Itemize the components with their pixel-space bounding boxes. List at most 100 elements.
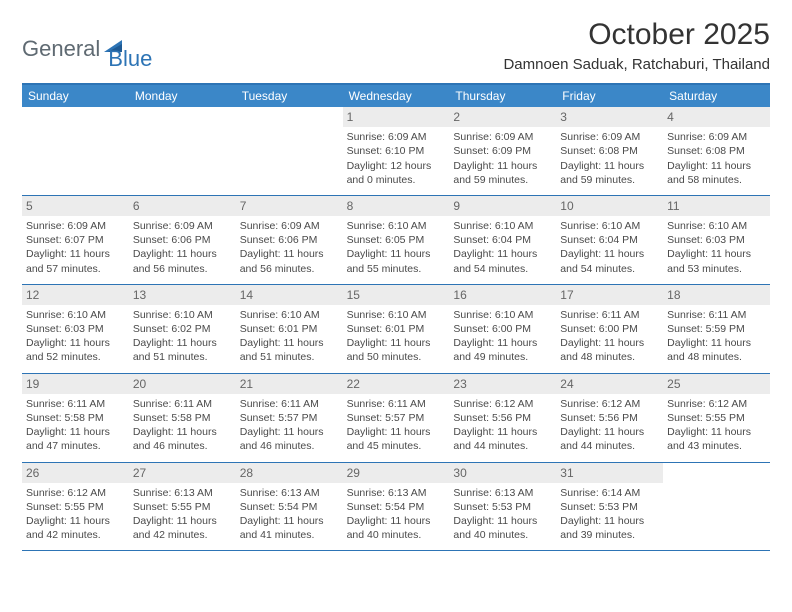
day-cell: 22Sunrise: 6:11 AMSunset: 5:57 PMDayligh… (343, 374, 450, 462)
day-number: 5 (22, 196, 129, 216)
day-number: 17 (556, 285, 663, 305)
day-number: 6 (129, 196, 236, 216)
weekday-header: Sunday (22, 85, 129, 107)
sunset-text: Sunset: 5:58 PM (26, 411, 125, 425)
daylight-text: and 40 minutes. (347, 528, 446, 542)
sunset-text: Sunset: 6:00 PM (453, 322, 552, 336)
sunset-text: Sunset: 6:03 PM (26, 322, 125, 336)
day-cell: 3Sunrise: 6:09 AMSunset: 6:08 PMDaylight… (556, 107, 663, 195)
daylight-text: and 57 minutes. (26, 262, 125, 276)
day-cell-blank (236, 107, 343, 195)
weekday-header: Thursday (449, 85, 556, 107)
day-cell: 8 Sunrise: 6:10 AMSunset: 6:05 PMDaylight… (343, 196, 450, 284)
sunset-text: Sunset: 5:54 PM (240, 500, 339, 514)
sunrise-text: Sunrise: 6:13 AM (347, 486, 446, 500)
daylight-text: Daylight: 11 hours (560, 336, 659, 350)
sunset-text: Sunset: 5:55 PM (667, 411, 766, 425)
sunrise-text: Sunrise: 6:10 AM (453, 308, 552, 322)
sunrise-text: Sunrise: 6:09 AM (560, 130, 659, 144)
daylight-text: Daylight: 11 hours (667, 336, 766, 350)
brand-text-1: General (22, 36, 100, 62)
daylight-text: Daylight: 11 hours (240, 514, 339, 528)
sunrise-text: Sunrise: 6:10 AM (240, 308, 339, 322)
day-cell: 12Sunrise: 6:10 AMSunset: 6:03 PMDayligh… (22, 285, 129, 373)
daylight-text: Daylight: 11 hours (453, 247, 552, 261)
day-number: 19 (22, 374, 129, 394)
day-number: 12 (22, 285, 129, 305)
sunset-text: Sunset: 5:58 PM (133, 411, 232, 425)
daylight-text: and 48 minutes. (560, 350, 659, 364)
daylight-text: Daylight: 11 hours (347, 247, 446, 261)
daylight-text: and 42 minutes. (133, 528, 232, 542)
day-number: 11 (663, 196, 770, 216)
day-cell: 15Sunrise: 6:10 AMSunset: 6:01 PMDayligh… (343, 285, 450, 373)
day-number: 25 (663, 374, 770, 394)
daylight-text: Daylight: 11 hours (560, 425, 659, 439)
daylight-text: Daylight: 11 hours (667, 247, 766, 261)
sunset-text: Sunset: 6:01 PM (347, 322, 446, 336)
day-cell: 17Sunrise: 6:11 AMSunset: 6:00 PMDayligh… (556, 285, 663, 373)
day-cell: 26Sunrise: 6:12 AMSunset: 5:55 PMDayligh… (22, 463, 129, 551)
sunset-text: Sunset: 6:10 PM (347, 144, 446, 158)
sunset-text: Sunset: 5:54 PM (347, 500, 446, 514)
sunset-text: Sunset: 6:04 PM (560, 233, 659, 247)
sunrise-text: Sunrise: 6:09 AM (453, 130, 552, 144)
sunset-text: Sunset: 5:56 PM (560, 411, 659, 425)
daylight-text: and 48 minutes. (667, 350, 766, 364)
daylight-text: Daylight: 11 hours (26, 514, 125, 528)
day-number: 15 (343, 285, 450, 305)
sunrise-text: Sunrise: 6:09 AM (240, 219, 339, 233)
day-number: 4 (663, 107, 770, 127)
day-number: 29 (343, 463, 450, 483)
sunset-text: Sunset: 6:07 PM (26, 233, 125, 247)
sunset-text: Sunset: 5:55 PM (26, 500, 125, 514)
daylight-text: and 54 minutes. (453, 262, 552, 276)
daylight-text: and 55 minutes. (347, 262, 446, 276)
day-number: 30 (449, 463, 556, 483)
sunset-text: Sunset: 6:05 PM (347, 233, 446, 247)
brand-text-2: Blue (108, 46, 152, 72)
sunrise-text: Sunrise: 6:09 AM (347, 130, 446, 144)
day-number: 20 (129, 374, 236, 394)
day-number: 13 (129, 285, 236, 305)
daylight-text: Daylight: 11 hours (560, 247, 659, 261)
day-cell: 9Sunrise: 6:10 AMSunset: 6:04 PMDaylight… (449, 196, 556, 284)
daylight-text: and 52 minutes. (26, 350, 125, 364)
sunrise-text: Sunrise: 6:09 AM (667, 130, 766, 144)
sunrise-text: Sunrise: 6:11 AM (347, 397, 446, 411)
header: General Blue October 2025 Damnoen Saduak… (22, 18, 770, 73)
daylight-text: Daylight: 11 hours (240, 425, 339, 439)
daylight-text: Daylight: 11 hours (240, 336, 339, 350)
sunset-text: Sunset: 5:56 PM (453, 411, 552, 425)
sunrise-text: Sunrise: 6:13 AM (453, 486, 552, 500)
daylight-text: Daylight: 11 hours (347, 425, 446, 439)
daylight-text: and 46 minutes. (240, 439, 339, 453)
sunrise-text: Sunrise: 6:12 AM (667, 397, 766, 411)
sunset-text: Sunset: 6:06 PM (240, 233, 339, 247)
sunset-text: Sunset: 6:08 PM (667, 144, 766, 158)
day-number: 26 (22, 463, 129, 483)
sunset-text: Sunset: 6:09 PM (453, 144, 552, 158)
weekday-header-row: SundayMondayTuesdayWednesdayThursdayFrid… (22, 85, 770, 107)
sunrise-text: Sunrise: 6:14 AM (560, 486, 659, 500)
day-number: 1 (343, 107, 450, 127)
day-number: 22 (343, 374, 450, 394)
day-cell: 14Sunrise: 6:10 AMSunset: 6:01 PMDayligh… (236, 285, 343, 373)
sunrise-text: Sunrise: 6:10 AM (453, 219, 552, 233)
day-number: 28 (236, 463, 343, 483)
sunrise-text: Sunrise: 6:12 AM (453, 397, 552, 411)
sunrise-text: Sunrise: 6:09 AM (133, 219, 232, 233)
sunrise-text: Sunrise: 6:11 AM (240, 397, 339, 411)
day-number: 14 (236, 285, 343, 305)
daylight-text: and 54 minutes. (560, 262, 659, 276)
sunrise-text: Sunrise: 6:10 AM (347, 219, 446, 233)
week-row: 1Sunrise: 6:09 AMSunset: 6:10 PMDaylight… (22, 107, 770, 196)
day-cell: 11Sunrise: 6:10 AMSunset: 6:03 PMDayligh… (663, 196, 770, 284)
daylight-text: and 51 minutes. (240, 350, 339, 364)
sunset-text: Sunset: 6:06 PM (133, 233, 232, 247)
day-cell: 29Sunrise: 6:13 AMSunset: 5:54 PMDayligh… (343, 463, 450, 551)
day-cell: 24Sunrise: 6:12 AMSunset: 5:56 PMDayligh… (556, 374, 663, 462)
day-number: 8 (343, 196, 450, 216)
daylight-text: and 40 minutes. (453, 528, 552, 542)
day-number: 18 (663, 285, 770, 305)
